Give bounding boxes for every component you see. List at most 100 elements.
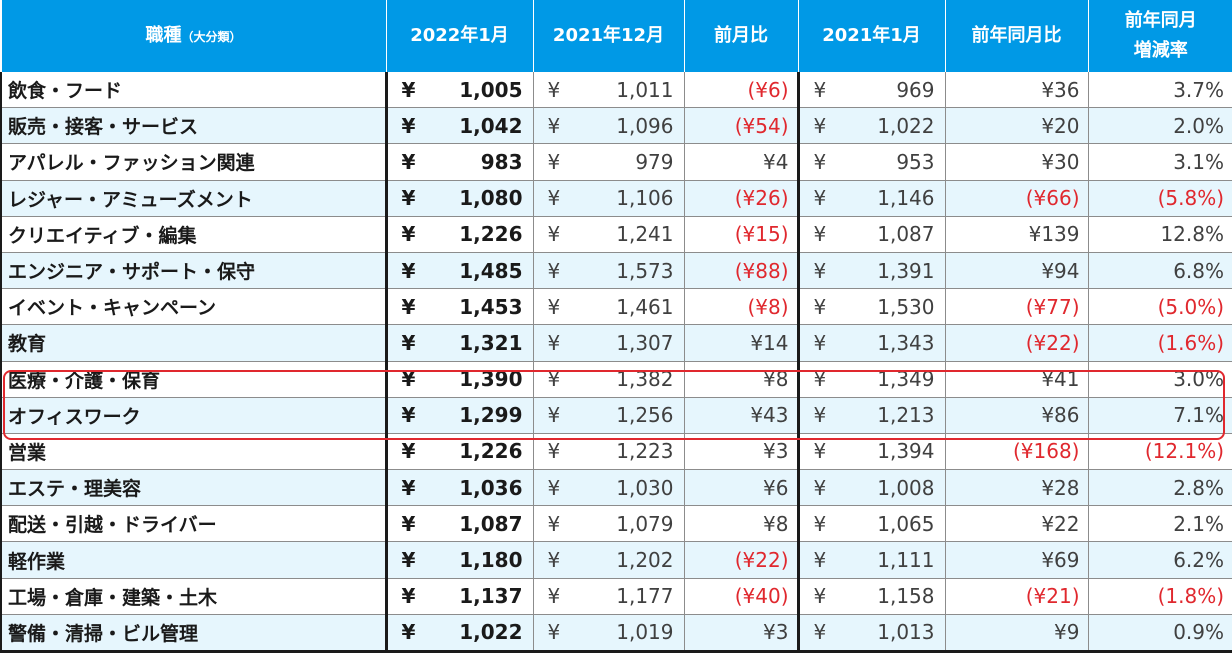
- header-row: 職種（大分類） 2022年1月 2021年12月 前月比 2021年1月 前年同…: [0, 0, 1232, 72]
- cell-rate: (1.6%): [1087, 324, 1232, 362]
- cell-category: クリエイティブ・編集: [0, 216, 386, 253]
- yen-symbol: ¥: [401, 330, 416, 355]
- yen-symbol: ¥: [547, 620, 561, 645]
- yen-symbol: ¥: [813, 475, 827, 500]
- cell-dec2021: ¥1,307: [532, 324, 684, 362]
- cell-dec2021: ¥1,573: [532, 252, 684, 290]
- table-row: イベント・キャンペーン ¥1,453 ¥1,461 (¥8) ¥1,530 (¥77) (5…: [0, 288, 1232, 326]
- yen-symbol: ¥: [401, 439, 416, 464]
- cell-dec2021: ¥1,223: [532, 433, 684, 471]
- yen-symbol: ¥: [813, 294, 827, 319]
- cell-jan2022: ¥1,321: [384, 324, 533, 362]
- yen-symbol: ¥: [813, 222, 827, 247]
- cell-jan2022: ¥1,299: [384, 397, 533, 434]
- table-row: アパレル・ファッション関連 ¥983 ¥979 ¥4 ¥953 ¥30 3.1%: [0, 143, 1232, 181]
- yen-symbol: ¥: [401, 511, 416, 536]
- cell-jan2021: ¥969: [797, 72, 945, 109]
- header-mom: 前月比: [683, 0, 798, 72]
- cell-value: 1,321: [459, 330, 523, 355]
- cell-rate: 12.8%: [1087, 216, 1232, 253]
- cell-category: 配送・引越・ドライバー: [0, 505, 386, 543]
- cell-value: 1,008: [877, 475, 935, 500]
- cell-dec2021: ¥1,096: [532, 107, 684, 145]
- cell-jan2022: ¥1,036: [384, 469, 533, 507]
- cell-mom: (¥40): [683, 578, 800, 615]
- header-rate: 前年同月 増減率: [1087, 0, 1232, 72]
- yen-symbol: ¥: [813, 584, 827, 609]
- yen-symbol: ¥: [547, 548, 561, 573]
- cell-jan2021: ¥1,343: [797, 324, 945, 362]
- cell-category: 警備・清掃・ビル管理: [0, 614, 386, 654]
- cell-jan2021: ¥1,087: [797, 216, 945, 253]
- cell-yoy: (¥77): [944, 288, 1088, 326]
- cell-jan2022: ¥1,485: [384, 252, 533, 290]
- cell-value: 1,299: [459, 403, 523, 428]
- yen-symbol: ¥: [813, 258, 827, 283]
- cell-yoy: ¥86: [944, 397, 1088, 434]
- yen-symbol: ¥: [547, 584, 561, 609]
- cell-yoy: ¥30: [944, 143, 1088, 181]
- yen-symbol: ¥: [401, 149, 416, 174]
- cell-value: 1,022: [459, 620, 523, 645]
- cell-jan2022: ¥1,080: [384, 180, 533, 217]
- cell-mom: ¥4: [683, 143, 800, 181]
- cell-category: レジャー・アミューズメント: [0, 180, 386, 217]
- cell-value: 1,158: [877, 584, 935, 609]
- cell-yoy: ¥9: [944, 614, 1088, 654]
- cell-category: 営業: [0, 433, 386, 471]
- cell-yoy: (¥22): [944, 324, 1088, 362]
- table-row: エステ・理美容 ¥1,036 ¥1,030 ¥6 ¥1,008 ¥28 2.8%: [0, 469, 1232, 507]
- cell-jan2021: ¥1,013: [797, 614, 945, 654]
- yen-symbol: ¥: [401, 475, 416, 500]
- cell-category: 教育: [0, 324, 386, 362]
- cell-jan2021: ¥1,394: [797, 433, 945, 471]
- cell-jan2021: ¥1,146: [797, 180, 945, 217]
- yen-symbol: ¥: [547, 186, 561, 211]
- cell-rate: (5.0%): [1087, 288, 1232, 326]
- cell-value: 1,005: [459, 77, 523, 102]
- cell-value: 1,065: [877, 511, 935, 536]
- yen-symbol: ¥: [547, 367, 561, 392]
- table-row: オフィスワーク ¥1,299 ¥1,256 ¥43 ¥1,213 ¥86 7.1%: [0, 397, 1232, 434]
- cell-rate: 3.0%: [1087, 361, 1232, 398]
- cell-jan2022: ¥983: [384, 143, 533, 181]
- cell-rate: 3.1%: [1087, 143, 1232, 181]
- yen-symbol: ¥: [401, 222, 416, 247]
- header-category-sub: （大分類）: [181, 29, 242, 44]
- cell-value: 1,213: [877, 403, 935, 428]
- cell-value: 1,137: [459, 584, 523, 609]
- cell-value: 1,177: [616, 584, 674, 609]
- cell-value: 1,096: [616, 113, 674, 138]
- cell-category: アパレル・ファッション関連: [0, 143, 386, 181]
- cell-jan2022: ¥1,180: [384, 541, 533, 579]
- yen-symbol: ¥: [401, 113, 416, 138]
- cell-dec2021: ¥1,461: [532, 288, 684, 326]
- cell-value: 1,530: [877, 294, 935, 319]
- table-row: 配送・引越・ドライバー ¥1,087 ¥1,079 ¥8 ¥1,065 ¥22 2.1%: [0, 505, 1232, 543]
- cell-rate: (1.8%): [1087, 578, 1232, 615]
- cell-jan2021: ¥1,349: [797, 361, 945, 398]
- cell-yoy: ¥22: [944, 505, 1088, 543]
- yen-symbol: ¥: [547, 258, 561, 283]
- cell-value: 953: [896, 149, 935, 174]
- cell-mom: (¥6): [683, 72, 800, 109]
- cell-category: イベント・キャンペーン: [0, 288, 386, 326]
- cell-jan2021: ¥953: [797, 143, 945, 181]
- cell-mom: ¥8: [683, 505, 800, 543]
- cell-dec2021: ¥1,202: [532, 541, 684, 579]
- yen-symbol: ¥: [547, 330, 561, 355]
- cell-jan2022: ¥1,453: [384, 288, 533, 326]
- yen-symbol: ¥: [401, 584, 416, 609]
- cell-value: 1,391: [877, 258, 935, 283]
- yen-symbol: ¥: [813, 186, 827, 211]
- cell-category: 飲食・フード: [0, 72, 386, 109]
- cell-jan2021: ¥1,530: [797, 288, 945, 326]
- cell-mom: ¥3: [683, 614, 800, 654]
- yen-symbol: ¥: [401, 258, 416, 283]
- yen-symbol: ¥: [547, 113, 561, 138]
- cell-category: エンジニア・サポート・保守: [0, 252, 386, 290]
- cell-yoy: ¥36: [944, 72, 1088, 109]
- table-row: クリエイティブ・編集 ¥1,226 ¥1,241 (¥15) ¥1,087 ¥139 12.…: [0, 216, 1232, 253]
- cell-dec2021: ¥1,106: [532, 180, 684, 217]
